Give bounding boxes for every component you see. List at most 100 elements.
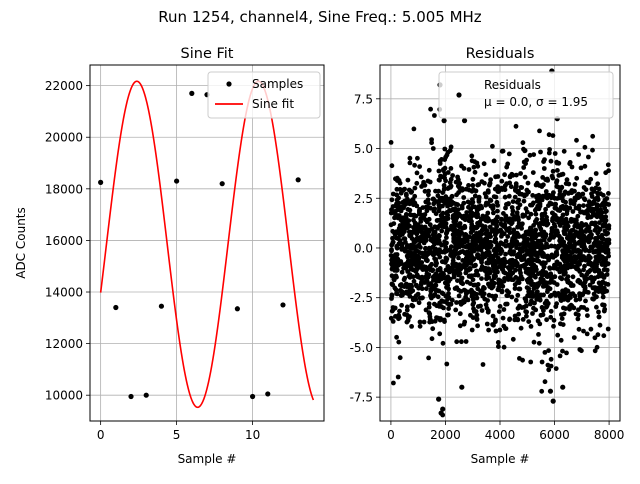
residual-point	[544, 214, 549, 220]
residual-point	[490, 284, 496, 289]
residual-point	[545, 285, 551, 290]
residual-point	[474, 291, 479, 297]
residual-point	[484, 270, 490, 276]
residual-point	[470, 302, 476, 307]
residual-point	[389, 281, 395, 287]
residual-point	[459, 339, 464, 345]
residual-point	[450, 173, 455, 178]
residual-point	[431, 196, 436, 202]
residual-point	[517, 242, 523, 248]
residual-point	[407, 160, 413, 166]
residual-point	[560, 240, 566, 245]
residual-point	[593, 171, 599, 176]
residual-point	[568, 291, 574, 297]
residual-point	[504, 202, 509, 207]
residual-point	[399, 269, 405, 275]
residual-point	[576, 307, 581, 313]
residual-point	[524, 209, 530, 215]
residual-point	[412, 162, 417, 168]
residual-point	[594, 264, 599, 270]
residual-point	[481, 161, 487, 167]
residual-point	[419, 286, 425, 292]
residual-point	[596, 186, 602, 192]
residual-point	[603, 281, 608, 287]
residual-point	[414, 272, 420, 278]
x-tick-label: 10	[245, 428, 260, 442]
residual-point	[533, 227, 539, 233]
residual-point	[467, 234, 472, 240]
residual-point	[392, 209, 398, 214]
residual-point	[577, 347, 583, 352]
residual-point	[390, 319, 396, 324]
residual-point	[576, 205, 582, 211]
residual-point	[583, 187, 589, 193]
residual-point	[571, 335, 577, 340]
residual-point	[478, 288, 483, 294]
residual-point	[580, 222, 586, 228]
residual-point	[418, 219, 424, 224]
x-tick-label: 4000	[485, 428, 516, 442]
residual-point	[575, 316, 581, 322]
residual-point	[432, 250, 438, 256]
residual-point	[589, 221, 595, 227]
residual-point	[584, 307, 590, 312]
residual-point	[426, 167, 432, 173]
residual-point	[540, 233, 545, 239]
residual-point	[491, 210, 496, 216]
residual-point	[586, 199, 592, 205]
residual-point	[416, 256, 422, 262]
residual-point	[570, 283, 576, 288]
residual-point	[552, 195, 558, 201]
residual-point	[493, 293, 499, 299]
residual-point	[579, 209, 585, 215]
residual-point	[539, 216, 545, 222]
residual-point	[404, 304, 410, 310]
y-tick-label: -2.5	[350, 291, 373, 305]
residual-point	[575, 213, 581, 219]
residual-point	[459, 275, 465, 281]
residual-outlier	[547, 388, 554, 394]
residual-point	[508, 184, 514, 190]
residual-point	[449, 297, 455, 303]
residual-point	[510, 336, 516, 342]
residual-point	[417, 211, 422, 217]
residual-point	[548, 271, 554, 277]
y-tick-label: -5.0	[350, 341, 373, 355]
residual-point	[457, 262, 462, 268]
residual-point	[426, 304, 432, 310]
residual-point	[547, 266, 553, 271]
residual-point	[476, 199, 482, 204]
residual-point	[394, 334, 399, 340]
residual-point	[587, 203, 592, 209]
residual-point	[397, 308, 402, 314]
residual-point	[445, 312, 450, 318]
residual-point	[531, 305, 536, 311]
residual-point	[427, 263, 433, 269]
residual-point	[499, 148, 505, 154]
residual-point	[455, 174, 460, 180]
residual-point	[462, 319, 468, 325]
residual-point	[403, 248, 408, 254]
residual-point	[419, 295, 425, 301]
residual-point	[582, 197, 588, 203]
residual-point	[413, 268, 418, 274]
residual-point	[444, 235, 449, 241]
residual-point	[475, 304, 481, 309]
residual-point	[475, 272, 481, 278]
residual-point	[409, 189, 415, 195]
residual-point	[458, 249, 464, 255]
residual-point	[601, 267, 607, 273]
residual-point	[534, 297, 540, 302]
residual-point	[515, 292, 521, 298]
residual-point	[551, 323, 556, 329]
residual-point	[561, 254, 567, 260]
residual-point	[414, 170, 420, 176]
residual-point	[567, 160, 573, 165]
residual-point	[588, 274, 594, 280]
residual-point	[389, 163, 395, 169]
residual-point	[501, 241, 506, 247]
residual-outlier	[459, 384, 465, 390]
residual-point	[528, 250, 534, 256]
residual-point	[389, 261, 394, 267]
residual-point	[501, 344, 507, 350]
